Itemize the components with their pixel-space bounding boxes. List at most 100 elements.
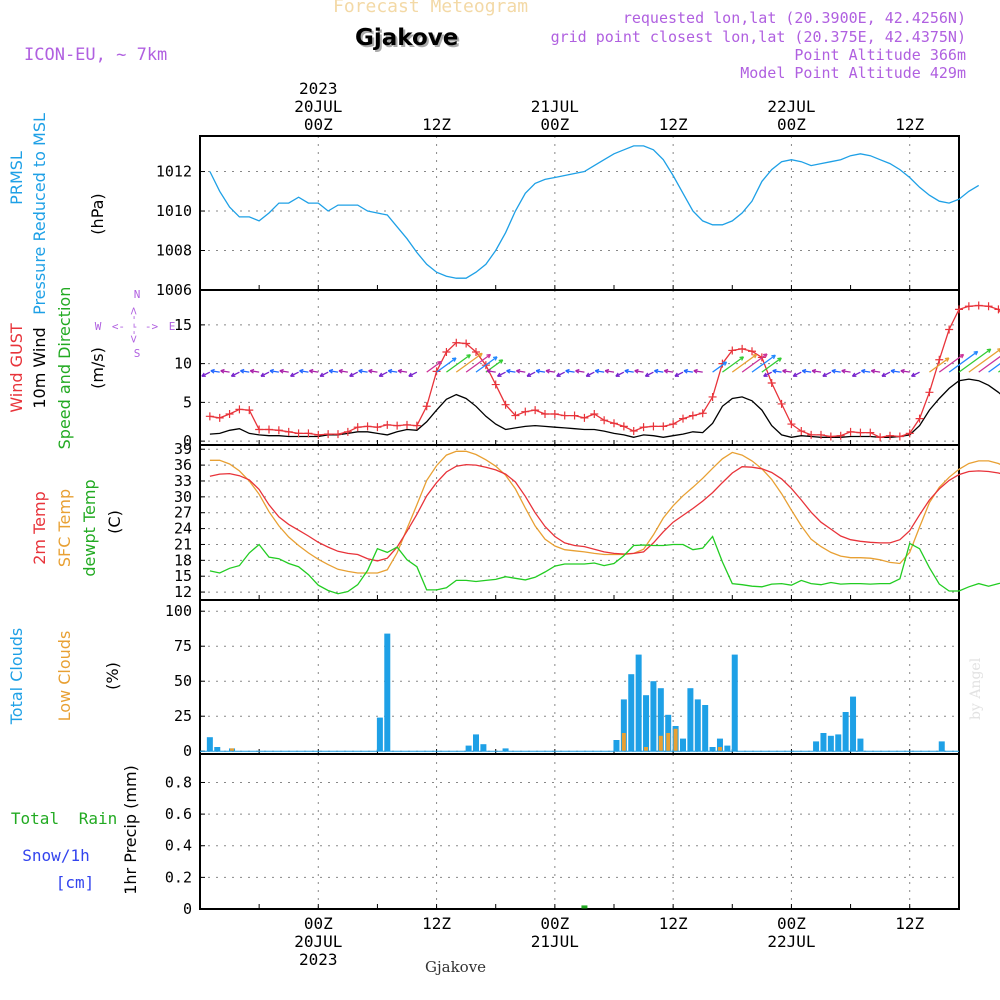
wind-direction-arrow — [455, 352, 483, 373]
wind-direction-arrow — [801, 368, 812, 374]
total-cloud-bar — [820, 733, 827, 752]
wind-gust-marker — [836, 431, 845, 440]
wind-direction-arrow — [426, 360, 442, 373]
gridpoint-coords: grid point closest lon,lat (20.375E, 42.… — [550, 28, 966, 46]
top-time-label: 20JUL — [294, 97, 342, 116]
wind-direction-arrow — [948, 350, 979, 373]
wind-10m-label: 10m Wind — [30, 327, 49, 408]
wind-gust-marker — [570, 411, 579, 420]
wind-direction-arrow — [870, 368, 881, 374]
wind-direction-arrow — [328, 368, 339, 374]
wind-gust-marker — [964, 302, 973, 311]
total-cloud-bar — [635, 654, 642, 752]
y-tick-label: 33 — [174, 472, 192, 490]
total-cloud-bar — [731, 654, 738, 752]
wind-direction-arrow — [624, 368, 634, 374]
wind-direction-arrow — [604, 368, 615, 374]
precip-rain-label: Rain — [79, 809, 118, 828]
top-time-label: 2023 — [299, 79, 338, 98]
total-cloud-bar — [938, 741, 945, 752]
wind-units: (m/s) — [88, 347, 107, 389]
total-cloud-bar — [206, 737, 213, 752]
model-label: ICON-EU, ~ 7km — [24, 45, 168, 65]
wind-direction-arrow — [644, 371, 654, 377]
y-tick-label: 0 — [183, 900, 192, 918]
y-tick-label: 5 — [183, 393, 192, 411]
total-cloud-bar — [842, 712, 849, 752]
wind-direction-arrow — [349, 371, 359, 377]
wind-direction-arrow — [290, 371, 299, 377]
wind-gust-marker — [935, 355, 944, 364]
wind-gust-marker — [600, 416, 609, 425]
wind-direction-arrow — [556, 371, 566, 377]
wind-gust-marker — [324, 430, 333, 439]
total-cloud-bar — [724, 745, 731, 752]
wind-gust-marker — [895, 432, 904, 441]
wind-gust-marker — [383, 420, 392, 429]
wind-direction-arrow — [958, 348, 992, 373]
y-tick-label: 100 — [165, 602, 192, 620]
wind-direction-arrow — [731, 353, 758, 373]
top-time-label: 00Z — [540, 115, 569, 134]
wind-gust-marker — [955, 305, 963, 314]
rain-bar — [581, 905, 588, 909]
wind-direction-arrow — [988, 363, 1000, 373]
wind-direction-arrow — [299, 368, 309, 374]
panel-frame — [199, 444, 960, 601]
y-tick-label: 25 — [174, 707, 192, 725]
wind-gust-marker — [353, 423, 362, 432]
precip-units: 1hr Precip (mm) — [121, 765, 140, 895]
wind-direction-arrow — [761, 357, 782, 373]
wind-speed-dir-label: Speed and Direction — [55, 287, 74, 450]
y-tick-label: 1010 — [156, 202, 192, 220]
compass-we-arrow: <- - -> — [112, 320, 159, 333]
wind-direction-arrow — [822, 371, 832, 377]
wind-gust-marker — [679, 414, 687, 423]
top-time-label: 12Z — [895, 115, 924, 134]
wind-gust-marker — [698, 409, 707, 418]
pressure-units: (hPa) — [88, 193, 107, 234]
wind-gust-marker — [560, 411, 569, 420]
wind-direction-arrow — [861, 368, 871, 374]
meteogram-title: Forecast Meteogram — [333, 0, 529, 17]
y-tick-label: 21 — [174, 535, 192, 553]
low-cloud-bar — [666, 733, 671, 752]
y-tick-label: 0 — [183, 432, 192, 450]
wind-gust-marker — [619, 422, 628, 431]
y-tick-label: 0.4 — [165, 837, 192, 855]
wind-direction-arrow — [240, 368, 250, 374]
wind-direction-arrow — [378, 371, 388, 377]
wind-gust-marker — [817, 430, 825, 439]
wind-gust-marker — [905, 429, 914, 438]
wind-direction-arrow — [890, 368, 900, 374]
total-cloud-bar — [613, 740, 620, 752]
wind-direction-arrow — [634, 368, 644, 374]
wind-direction-arrow — [693, 368, 703, 374]
wind-gust-marker — [541, 410, 549, 418]
wind-direction-arrow — [526, 371, 536, 377]
point-altitude: Point Altitude 366m — [794, 46, 966, 64]
wind-gust-marker — [274, 426, 283, 435]
wind-direction-arrow — [269, 368, 279, 374]
y-tick-label: 0 — [183, 742, 192, 760]
wind-direction-arrow — [831, 368, 841, 374]
wind-direction-arrow — [497, 371, 506, 377]
dewpt-label: dewpt Temp — [80, 479, 99, 576]
wind-gust-marker — [521, 407, 530, 416]
total-cloud-bar — [214, 747, 221, 752]
wind-gust-marker — [639, 423, 648, 432]
wind-direction-arrow — [741, 353, 768, 373]
wind-direction-arrow — [387, 368, 398, 374]
total-cloud-bar — [628, 674, 635, 752]
wind-gust-marker — [412, 421, 421, 430]
y-tick-label: 0.8 — [165, 773, 192, 791]
top-time-label: 12Z — [659, 115, 688, 134]
sfc-temp-line — [209, 450, 1000, 574]
total-cloud-bar — [465, 745, 472, 752]
station-title: Gjakove — [355, 25, 459, 51]
wind-direction-arrow — [230, 371, 240, 377]
wind-direction-arrow — [565, 368, 575, 374]
wind-direction-arrow — [249, 368, 260, 374]
wind-direction-arrow — [911, 371, 920, 377]
t2m-label: 2m Temp — [30, 491, 49, 565]
